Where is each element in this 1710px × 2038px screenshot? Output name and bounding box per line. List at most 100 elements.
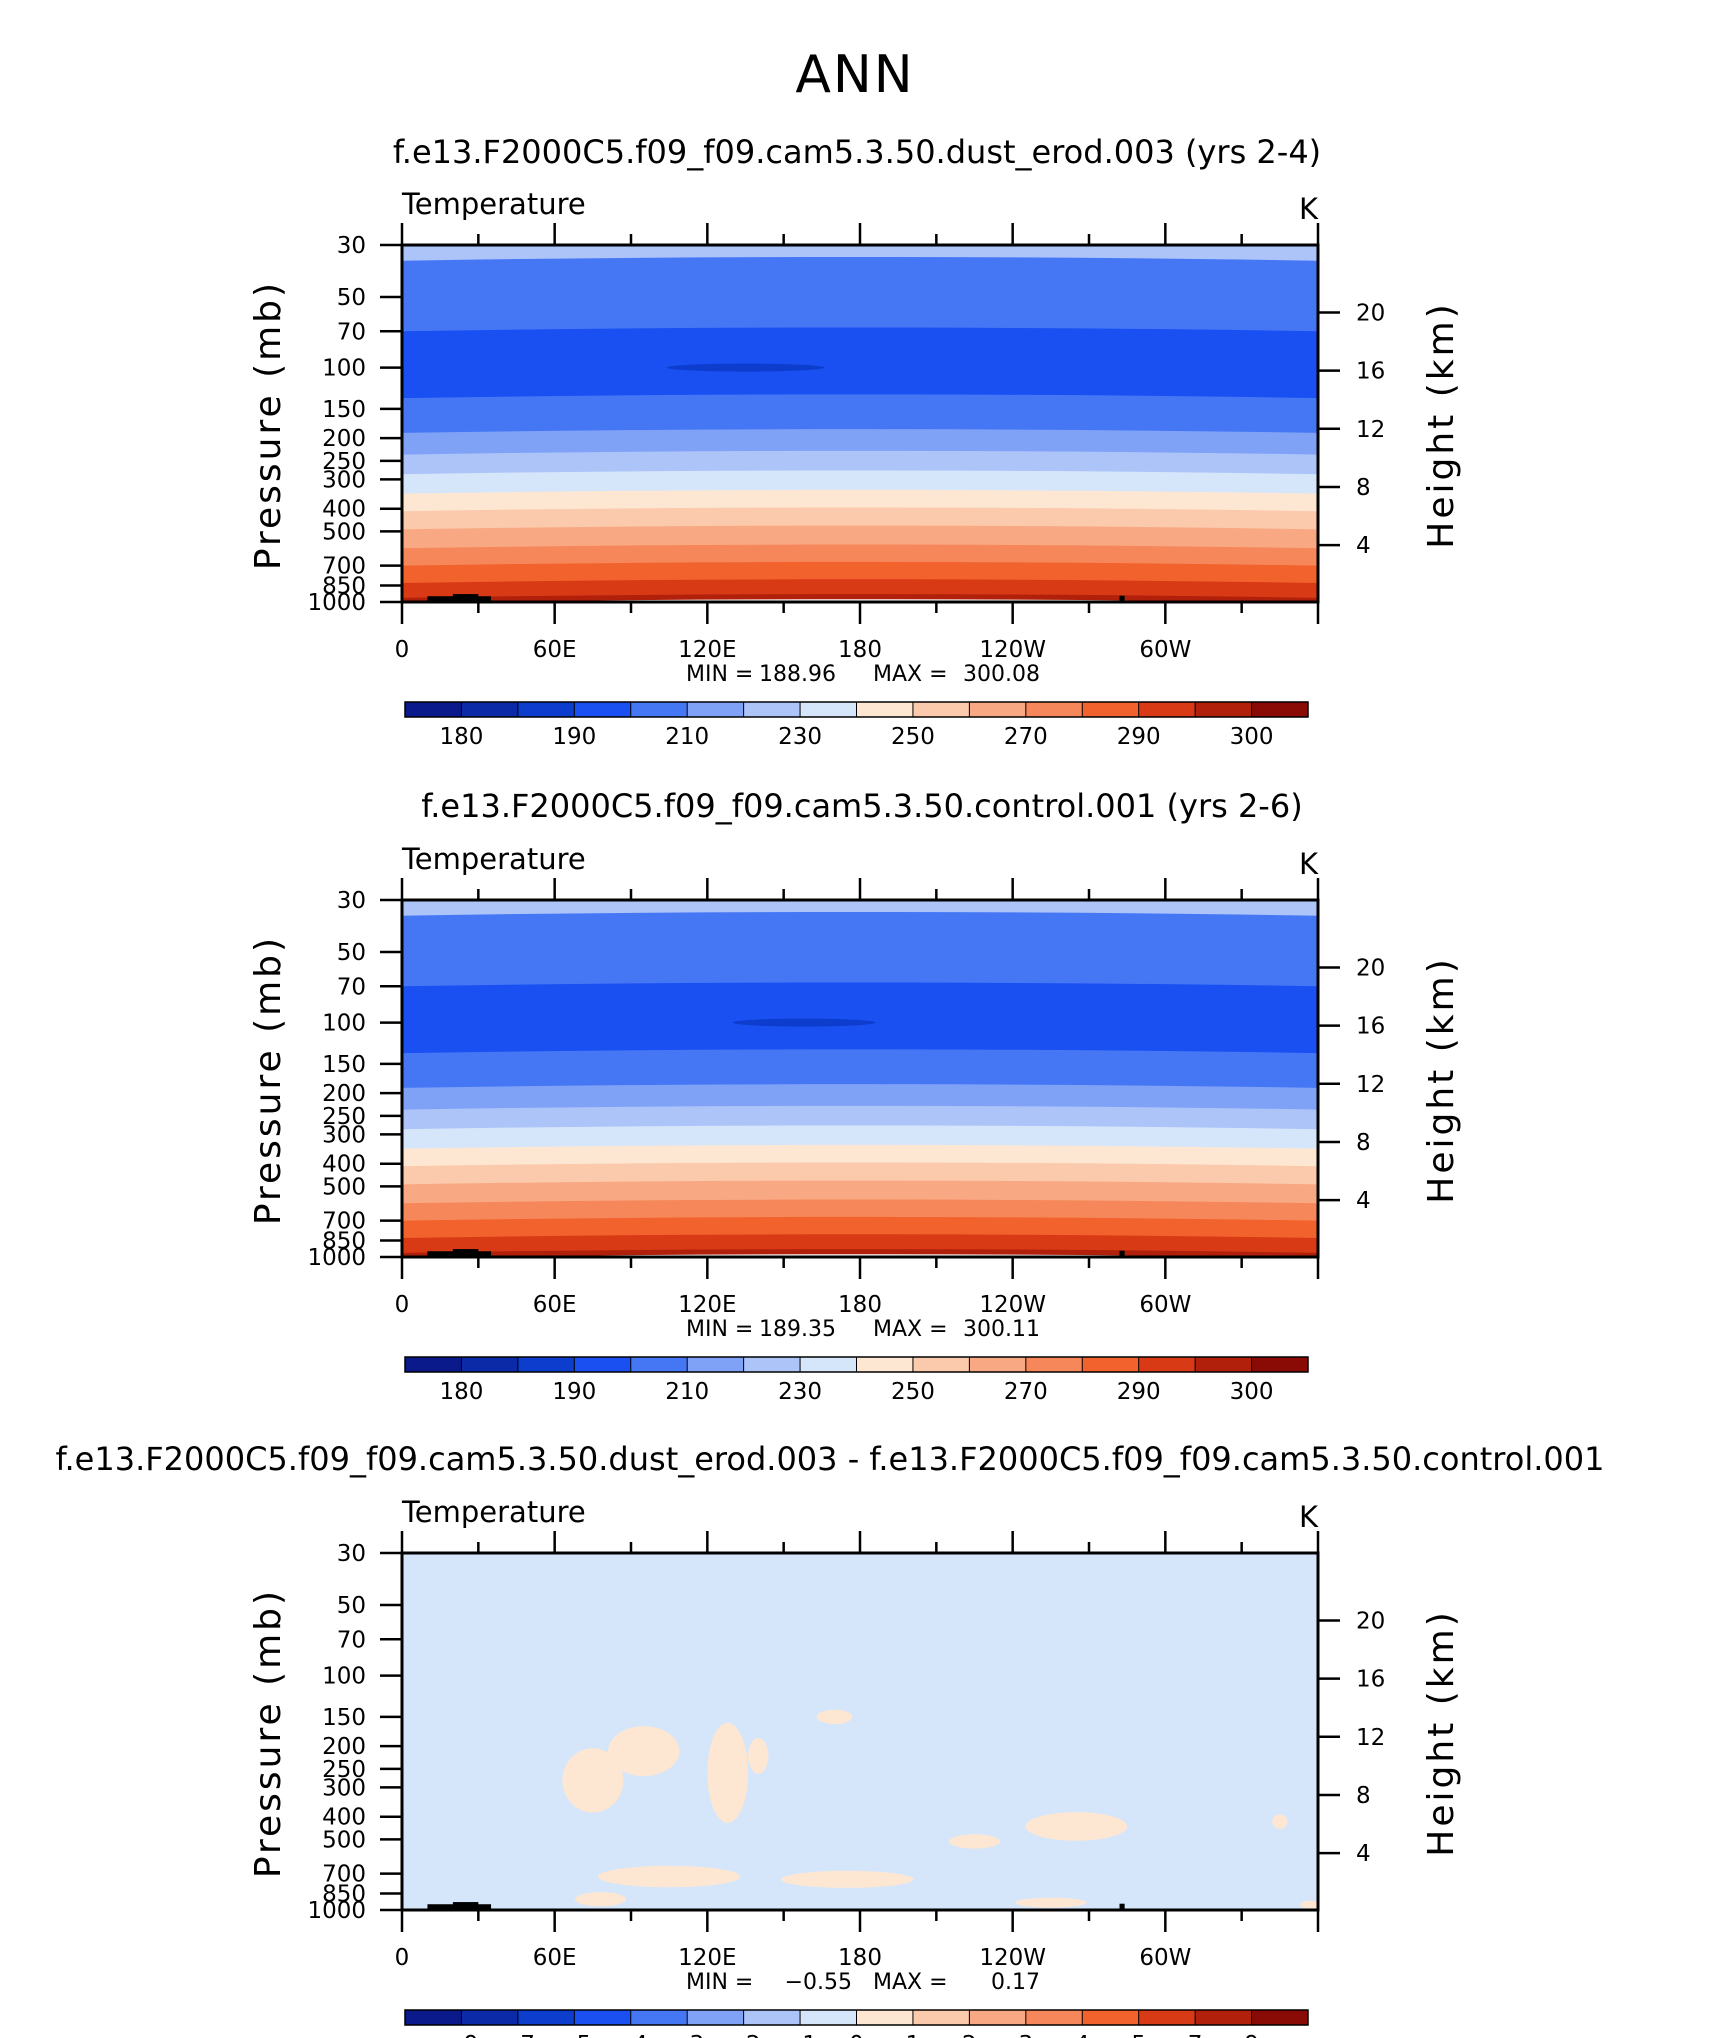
colorbar-label: 270 [1004, 1379, 1048, 1405]
contour-patch [1272, 1814, 1288, 1829]
y-tick-label: 200 [322, 1734, 366, 1760]
contour-minimum [666, 363, 825, 372]
colorbar-swatch [1082, 2010, 1139, 2025]
colorbar-label: 290 [1117, 1379, 1161, 1405]
colorbar-swatch [969, 2010, 1026, 2025]
contour-patch [608, 1726, 680, 1777]
colorbar-swatch [743, 2010, 801, 2025]
colorbar-label: 300 [1230, 1379, 1274, 1405]
colorbar-swatch [630, 1357, 688, 1372]
contour-minimum [732, 1018, 876, 1027]
contour-patch [949, 1834, 1000, 1849]
colorbar-swatch [1025, 1357, 1083, 1372]
y-tick-label: 500 [322, 1174, 366, 1200]
contour-patch [1300, 1900, 1318, 1910]
panel-title: f.e13.F2000C5.f09_f09.cam5.3.50.dust_ero… [56, 1440, 1605, 1478]
colorbar-swatch [743, 702, 801, 717]
x-tick-label: 0 [395, 637, 410, 663]
x-tick-label: 0 [395, 1945, 410, 1971]
contour-patch [816, 1709, 853, 1724]
min-value: −0.55 [785, 1970, 852, 1995]
colorbar-swatch [405, 2010, 462, 2025]
y-tick-label: 700 [322, 554, 366, 580]
y2-tick-label: 20 [1356, 1608, 1385, 1634]
colorbar-label: 180 [439, 1379, 483, 1405]
contour-band [402, 245, 1318, 262]
y2-tick-label: 20 [1356, 955, 1385, 981]
contour-band [402, 1234, 1318, 1254]
colorbar-swatch [969, 702, 1026, 717]
colorbar-swatch [1195, 702, 1252, 717]
y-tick-label: 30 [337, 888, 366, 914]
contour-band [402, 327, 1318, 400]
terrain-mask [452, 1902, 479, 1910]
contour-field [402, 245, 1318, 602]
contour-band [402, 525, 1318, 550]
y2-tick-label: 16 [1356, 359, 1385, 385]
max-label: MAX = [873, 1970, 948, 1995]
y-tick-label: 400 [322, 1152, 366, 1178]
y2-tick-label: 12 [1356, 1072, 1385, 1098]
colorbar-label: 1 [906, 2032, 921, 2038]
variable-label: Temperature [401, 1495, 586, 1529]
y-tick-label: 70 [337, 1627, 366, 1653]
y-tick-label: 300 [322, 1775, 366, 1801]
y-tick-label: 500 [322, 519, 366, 545]
contour-field [402, 1553, 1318, 1910]
colorbar-label: 210 [665, 724, 709, 750]
y-tick-label: 50 [337, 1593, 366, 1619]
colorbar-label: −9 [444, 2032, 478, 2038]
colorbar-label: −5 [557, 2032, 591, 2038]
colorbar-label: 190 [552, 1379, 596, 1405]
colorbar-label: 230 [778, 1379, 822, 1405]
panel-title: f.e13.F2000C5.f09_f09.cam5.3.50.dust_ero… [393, 133, 1321, 171]
contour-band [402, 429, 1318, 456]
contour-band [402, 450, 1318, 476]
y-tick-label: 850 [322, 1881, 366, 1907]
colorbar-label: 250 [891, 1379, 935, 1405]
units-label: K [1299, 192, 1319, 226]
contour-band [402, 1084, 1318, 1111]
y-tick-label: 70 [337, 974, 366, 1000]
x-tick-label: 120E [678, 1945, 736, 1971]
colorbar: 180 190 210 230 250 270 290 300 [404, 701, 1309, 750]
max-label: MAX = [873, 662, 948, 687]
y-tick-label: 100 [322, 1011, 366, 1037]
colorbar-label: 0 [849, 2032, 864, 2038]
colorbar-swatch [1082, 702, 1139, 717]
min-value: 188.96 [759, 662, 836, 687]
terrain-mask [1119, 1903, 1125, 1910]
max-value: 300.11 [963, 1317, 1040, 1342]
colorbar-swatch [1251, 2010, 1308, 2025]
colorbar-swatch [517, 2010, 575, 2025]
y-axis-label: Pressure (mb) [248, 935, 289, 1225]
colorbar-swatch [461, 2010, 518, 2025]
colorbar-label: 190 [552, 724, 596, 750]
contour-band [402, 1180, 1318, 1205]
colorbar-label: 290 [1117, 724, 1161, 750]
panel-2: f.e13.F2000C5.f09_f09.cam5.3.50.control.… [248, 787, 1462, 1405]
min-value: 189.35 [759, 1317, 836, 1342]
y-axis-right: 20 16 12 8 4 [1318, 1608, 1385, 1867]
colorbar-swatch [405, 702, 462, 717]
min-label: MIN = [686, 1970, 753, 1995]
y-tick-label: 250 [322, 1104, 366, 1130]
y-tick-label: 1000 [307, 1898, 366, 1924]
colorbar-swatch [574, 702, 631, 717]
x-tick-label: 120E [678, 637, 736, 663]
colorbar-swatch [969, 1357, 1026, 1372]
contour-band [402, 1199, 1318, 1222]
contour-patch [562, 1748, 624, 1813]
y-tick-label: 250 [322, 449, 366, 475]
x-tick-label: 180 [838, 1945, 882, 1971]
contour-background [402, 1553, 1318, 1910]
y-tick-label: 70 [337, 319, 366, 345]
y-axis-right: 20 16 12 8 4 [1318, 300, 1385, 559]
colorbar-swatch [574, 1357, 631, 1372]
contour-band [402, 544, 1318, 567]
y-tick-label: 150 [322, 1705, 366, 1731]
contour-patch [748, 1737, 769, 1774]
colorbar-swatch [405, 1357, 462, 1372]
